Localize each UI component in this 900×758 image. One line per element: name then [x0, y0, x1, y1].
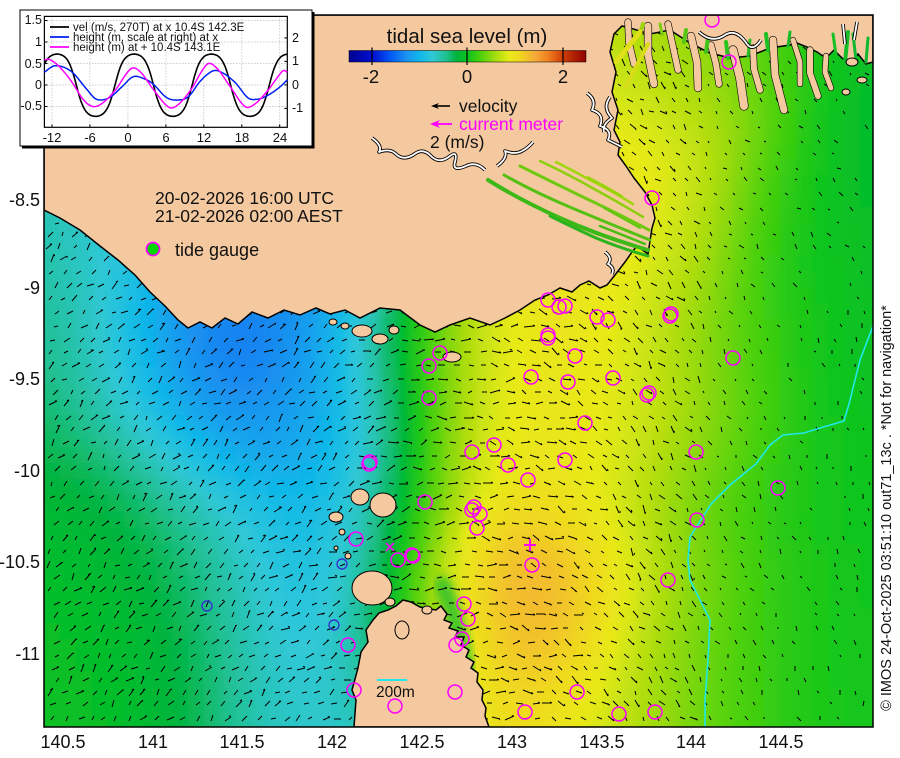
svg-text:0.5: 0.5 — [25, 57, 42, 71]
svg-text:-1: -1 — [292, 101, 303, 115]
svg-text:velocity: velocity — [459, 96, 518, 116]
svg-text:21-02-2026 02:00 AEST: 21-02-2026 02:00 AEST — [155, 206, 343, 226]
svg-text:12: 12 — [197, 130, 211, 145]
svg-text:© IMOS 24-Oct-2025 03:51:10 ou: © IMOS 24-Oct-2025 03:51:10 out71_13c . … — [879, 305, 895, 711]
svg-text:tide gauge: tide gauge — [175, 240, 259, 260]
svg-text:144: 144 — [676, 732, 706, 752]
svg-text:141.5: 141.5 — [219, 732, 264, 752]
svg-text:-9.5: -9.5 — [9, 369, 40, 389]
svg-text:2 (m/s): 2 (m/s) — [430, 132, 484, 152]
svg-text:vel (m/s, 270T) at x 10.4S 142: vel (m/s, 270T) at x 10.4S 142.3E — [73, 22, 245, 34]
svg-text:142.5: 142.5 — [399, 732, 444, 752]
svg-text:-12: -12 — [43, 130, 62, 145]
svg-text:20-02-2026 16:00 UTC: 20-02-2026 16:00 UTC — [155, 188, 334, 208]
svg-text:6: 6 — [162, 130, 169, 145]
svg-text:height (m, scale at right) at: height (m, scale at right) at x — [73, 32, 218, 44]
svg-text:0: 0 — [124, 130, 131, 145]
svg-text:-0.5: -0.5 — [20, 99, 42, 113]
svg-text:-11: -11 — [15, 644, 40, 664]
svg-text:-10: -10 — [14, 461, 40, 481]
svg-text:-6: -6 — [84, 130, 96, 145]
svg-text:1: 1 — [292, 54, 299, 68]
svg-text:-8.5: -8.5 — [9, 190, 40, 210]
svg-text:-2: -2 — [363, 66, 379, 87]
svg-text:current meter: current meter — [459, 114, 563, 134]
svg-text:-9: -9 — [24, 278, 40, 298]
svg-text:0: 0 — [292, 78, 299, 92]
svg-text:143.5: 143.5 — [579, 732, 624, 752]
svg-text:141: 141 — [138, 732, 168, 752]
svg-text:143: 143 — [497, 732, 527, 752]
svg-text:2: 2 — [558, 66, 568, 87]
svg-text:18: 18 — [235, 130, 249, 145]
svg-text:1.5: 1.5 — [25, 13, 42, 27]
svg-text:height (m) at + 10.4S 143.1E: height (m) at + 10.4S 143.1E — [73, 42, 221, 54]
svg-text:24: 24 — [273, 130, 287, 145]
svg-text:200m: 200m — [376, 684, 415, 701]
svg-text:140.5: 140.5 — [40, 732, 85, 752]
svg-text:0: 0 — [462, 66, 472, 87]
svg-text:1: 1 — [35, 35, 42, 49]
svg-text:0: 0 — [35, 78, 42, 92]
svg-text:144.5: 144.5 — [758, 732, 803, 752]
svg-text:2: 2 — [292, 31, 299, 45]
svg-text:-10.5: -10.5 — [0, 552, 40, 572]
svg-text:tidal sea level (m): tidal sea level (m) — [387, 25, 548, 48]
svg-text:142: 142 — [317, 732, 347, 752]
